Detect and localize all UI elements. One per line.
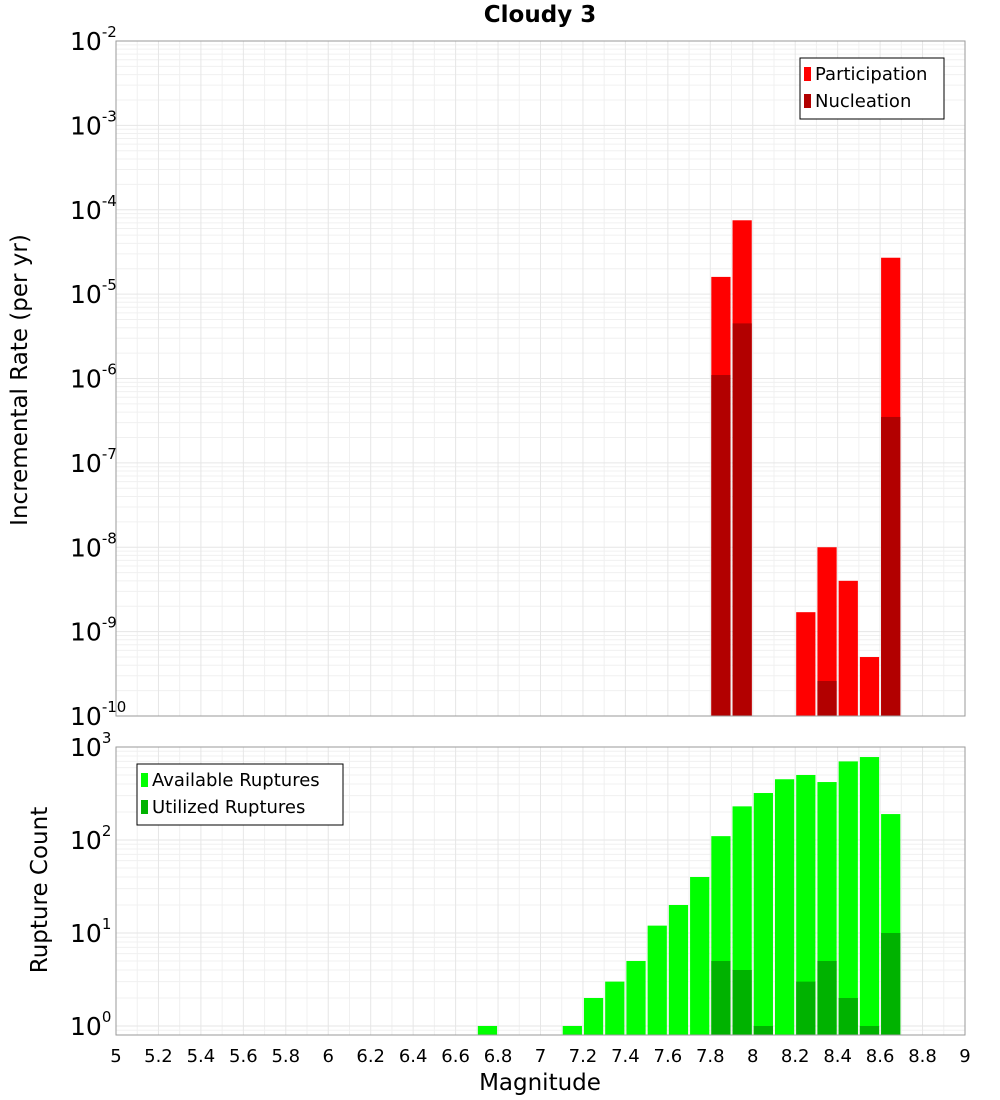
x-tick-label: 5.8 [271,1046,300,1067]
chart-title: Cloudy 3 [483,2,597,28]
legend-swatch [141,800,148,814]
count-primary-bar [605,981,625,1035]
rate-secondary-bar [881,416,901,716]
rate-secondary-bar [732,323,752,716]
rate-y-tick-label: 10-5 [70,276,117,309]
rate-y-tick-label: 10-2 [70,23,117,56]
rate-legend: Participation Nucleation [799,57,945,120]
x-tick-label: 5 [110,1046,121,1067]
count-secondary-bar [796,981,816,1035]
legend-swatch [141,773,148,787]
x-tick-label: 7.2 [569,1046,598,1067]
legend-box [799,57,945,120]
x-tick-label: 5.2 [144,1046,173,1067]
count-secondary-bar [838,997,858,1035]
count-primary-bar [562,1025,582,1035]
x-tick-label: 7.8 [696,1046,725,1067]
x-tick-label: 8.2 [781,1046,810,1067]
rate-y-tick-label: 10-4 [70,192,117,225]
legend-entry: Participation [815,64,927,85]
legend-swatch [804,67,811,81]
x-tick-label: 7 [535,1046,546,1067]
count-secondary-bar [753,1025,773,1035]
rate-primary-bar [838,580,858,716]
x-tick-label: 7.4 [611,1046,640,1067]
count-secondary-bar [711,960,731,1035]
count-primary-bar [774,779,795,1035]
rate-y-tick-label: 10-10 [70,698,126,731]
x-tick-label: 5.6 [229,1046,258,1067]
legend-entry: Nucleation [815,91,911,112]
rate-primary-bar [796,612,816,716]
rate-plot-frame [115,40,966,717]
count-primary-bar [796,774,816,1035]
rate-y-tick-label: 10-9 [70,614,117,647]
x-axis-title: Magnitude [479,1070,601,1096]
count-y-tick-label: 102 [70,822,111,855]
rate-secondary-bar [817,680,837,716]
count-primary-bar [753,793,773,1035]
count-y-tick-label: 100 [70,1008,111,1041]
count-primary-bar [668,904,689,1035]
count-panel: 103 102 101 100 Available Ruptures Utilized R… [70,729,971,1067]
count-y-tick-label: 103 [70,729,111,762]
rate-primary-bar [859,657,880,716]
rate-panel: 10-2 10-3 10-4 10-5 10-6 10-7 10-8 10-9 10-10 Par… [70,23,966,731]
count-secondary-bar [732,969,752,1035]
count-primary-bar [477,1025,498,1035]
x-tick-label: 5.4 [187,1046,216,1067]
rate-primary-bar [817,547,837,716]
x-tick-label: 6 [323,1046,334,1067]
legend-swatch [804,94,811,108]
rate-y-tick-label: 10-6 [70,361,117,394]
count-primary-bar [647,925,667,1035]
x-tick-label: 8.6 [866,1046,895,1067]
count-secondary-bar [817,960,837,1035]
count-secondary-bar [859,1025,880,1035]
x-tick-label: 9 [959,1046,970,1067]
x-tick-label: 8 [747,1046,758,1067]
count-y-tick-label: 101 [70,915,111,948]
count-primary-bar [626,960,646,1035]
x-tick-label: 8.4 [823,1046,852,1067]
count-plot-frame [115,746,966,1036]
x-tick-label: 7.6 [654,1046,683,1067]
x-tick-label: 6.8 [484,1046,513,1067]
count-secondary-bar [881,932,901,1035]
x-tick-label: 6.2 [356,1046,385,1067]
count-y-axis-title: Rupture Count [27,807,53,973]
rate-y-tick-label: 10-8 [70,529,117,562]
legend-entry: Utilized Ruptures [152,797,305,818]
legend-box [136,763,344,826]
x-tick-label: 8.8 [908,1046,937,1067]
count-primary-bar [690,877,710,1035]
rate-y-tick-label: 10-3 [70,107,117,140]
legend-entry: Available Ruptures [152,770,320,791]
rate-secondary-bar [711,375,731,716]
count-primary-bar [583,997,604,1035]
rate-y-tick-label: 10-7 [70,445,117,478]
count-primary-bar [838,761,858,1035]
count-legend: Available Ruptures Utilized Ruptures [136,763,344,826]
rate-y-axis-title: Incremental Rate (per yr) [7,234,33,526]
x-tick-label: 6.4 [399,1046,428,1067]
x-tick-label: 6.6 [441,1046,470,1067]
count-primary-bar [859,757,880,1035]
